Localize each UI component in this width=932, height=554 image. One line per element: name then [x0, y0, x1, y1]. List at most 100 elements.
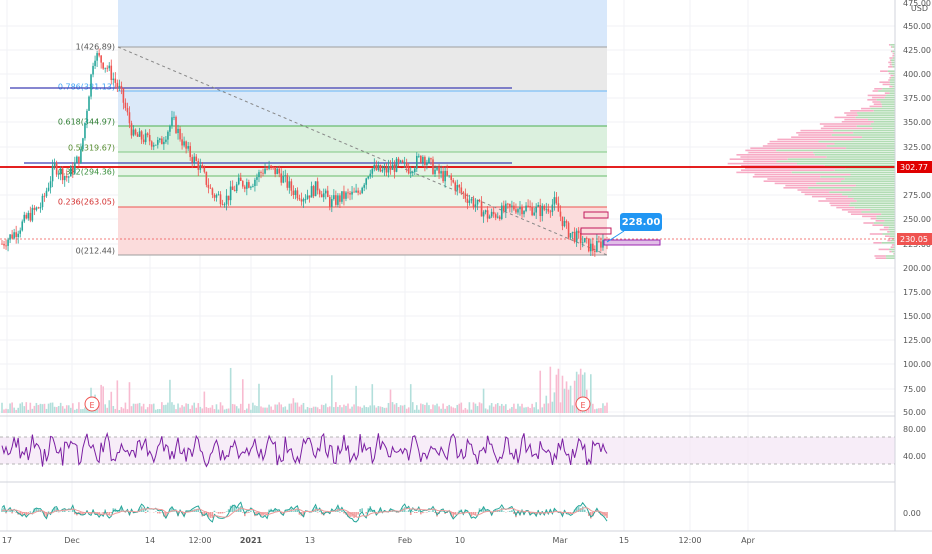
macd-hist-bar — [224, 512, 226, 513]
candle-body — [570, 233, 572, 238]
volume-bar — [187, 404, 189, 413]
volume-bar — [147, 407, 149, 413]
vp-bar-down — [750, 147, 846, 149]
volume-bar — [11, 402, 13, 413]
vp-bar-down — [736, 154, 814, 156]
volume-bar — [428, 405, 430, 413]
volume-bar — [260, 406, 262, 413]
candle-body — [293, 191, 295, 195]
volume-bar — [5, 409, 7, 413]
volume-bar — [550, 367, 552, 413]
volume-bar — [218, 410, 220, 413]
candle-body — [117, 83, 119, 87]
candle-body — [246, 182, 248, 189]
vp-bar-up — [874, 121, 895, 123]
vp-bar-down — [892, 244, 894, 246]
candle-body — [600, 241, 602, 247]
vp-bar-up — [890, 92, 895, 94]
vp-bar-up — [819, 141, 895, 143]
volume-bar — [446, 406, 448, 413]
vp-bar-up — [888, 70, 895, 72]
candle-body — [566, 221, 568, 223]
vp-bar-up — [808, 187, 895, 189]
vp-bar-down — [889, 73, 890, 75]
candle-body — [72, 167, 74, 173]
volume-bar — [321, 405, 323, 413]
volume-bar — [123, 408, 125, 413]
candle-body — [592, 244, 594, 251]
drawing-rect-3[interactable] — [604, 240, 660, 245]
volume-bar — [505, 404, 507, 413]
candle-body — [157, 140, 159, 145]
macd-hist-bar — [264, 512, 266, 514]
volume-bar — [353, 404, 355, 413]
volume-bar — [315, 407, 317, 413]
vp-bar-up — [881, 213, 895, 215]
candle-body — [560, 212, 562, 217]
vp-bar-up — [857, 125, 895, 127]
candle-body — [442, 171, 444, 181]
vp-bar-up — [876, 216, 895, 218]
volume-bar — [106, 408, 108, 413]
price-axis-label: 125.00 — [903, 336, 931, 345]
volume-bar — [149, 404, 151, 413]
candle-body — [321, 194, 323, 197]
candle-body — [410, 172, 412, 173]
price-axis-label: 75.00 — [903, 385, 926, 394]
fibonacci-retracement[interactable]: 1(426.89) 0.786(381.13) 0.618(344.97) 0.… — [58, 0, 607, 256]
candle-body — [153, 145, 155, 147]
candle-body — [1, 244, 3, 245]
volume-bar — [25, 402, 27, 413]
macd-hist-bar — [222, 512, 224, 513]
volume-bar — [440, 409, 442, 413]
volume-bar — [398, 407, 400, 413]
volume-bar — [244, 410, 246, 413]
volume-bar — [293, 398, 295, 413]
macd-hist-bar — [420, 512, 422, 514]
macd-hist-bar — [293, 511, 295, 512]
vp-bar-up — [846, 147, 895, 149]
candle-body — [529, 206, 531, 207]
volume-bar — [163, 405, 165, 413]
volume-bar — [301, 405, 303, 413]
vp-bar-up — [868, 119, 895, 121]
volume-bar — [378, 406, 380, 413]
macd-hist-bar — [1, 508, 3, 512]
volume-bar — [374, 405, 376, 413]
candle-body — [503, 206, 505, 212]
candle-body — [119, 86, 121, 87]
candle-body — [115, 79, 117, 83]
candle-body — [481, 201, 483, 216]
volume-bar — [3, 409, 5, 413]
volume-bar — [606, 403, 608, 413]
candle-body — [13, 232, 15, 238]
candle-body — [582, 242, 584, 243]
vp-bar-up — [829, 191, 895, 193]
macd-hist-bar — [62, 511, 64, 512]
candle-body — [535, 207, 537, 213]
vp-bar-down — [796, 132, 853, 134]
vp-bar-down — [880, 70, 888, 72]
volume-bar — [167, 403, 169, 413]
volume-bar — [48, 404, 50, 413]
vp-bar-up — [870, 209, 895, 211]
earnings-marker-2[interactable]: E — [576, 397, 590, 411]
macd-hist-bar — [155, 511, 157, 512]
candle-body — [139, 131, 141, 136]
macd-hist-bar — [408, 510, 410, 512]
candle-body — [461, 187, 463, 192]
earnings-marker-1[interactable]: E — [85, 397, 99, 411]
candle-body — [68, 176, 70, 177]
macd-hist-bar — [503, 511, 505, 512]
candle-body — [123, 88, 125, 102]
candle-body — [260, 172, 262, 173]
vp-bar-down — [893, 253, 894, 255]
candle-body — [226, 196, 228, 205]
volume-bar — [287, 410, 289, 413]
candle-body — [7, 240, 9, 246]
rsi-pane[interactable] — [0, 433, 895, 466]
volume-bar — [420, 404, 422, 413]
vp-bar-down — [767, 143, 834, 145]
time-axis-label: Mar — [552, 536, 568, 545]
